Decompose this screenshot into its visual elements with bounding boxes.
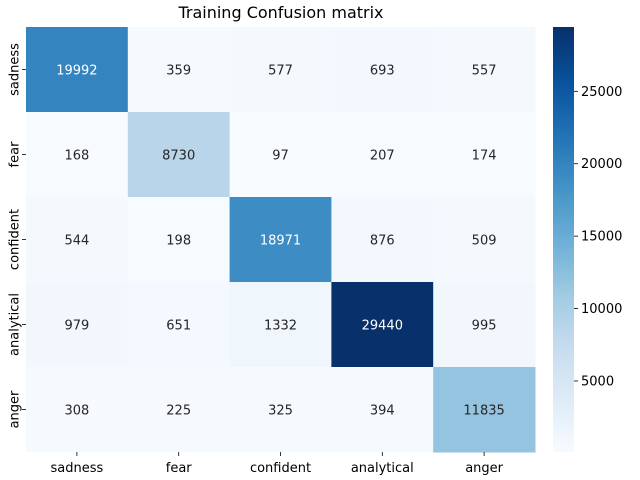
- cell-value-label: 29440: [362, 319, 403, 334]
- cell-value-label: 544: [64, 234, 89, 249]
- y-tick-label: fear: [8, 141, 23, 168]
- heatmap-cell: [26, 27, 129, 113]
- cell-value-label: 557: [472, 64, 497, 79]
- heatmap-cell: [331, 197, 434, 283]
- heatmap-cell: [433, 282, 536, 368]
- heatmap-cell: [433, 112, 536, 198]
- heatmap-cell: [26, 112, 129, 198]
- colorbar-gradient: [553, 27, 574, 452]
- y-tick-label: confident: [8, 209, 23, 270]
- heatmap-cell: [229, 282, 332, 368]
- cell-value-label: 174: [472, 149, 497, 164]
- heatmap-cell: [127, 27, 231, 113]
- y-axis: sadness fear confident analytical anger: [8, 43, 26, 428]
- colorbar-tick-label: 20000: [581, 157, 622, 172]
- heatmap-cell: [26, 282, 129, 368]
- cell-value-label: 394: [370, 404, 395, 419]
- x-tick-label: confident: [250, 461, 311, 476]
- cell-value-label: 651: [166, 319, 191, 334]
- x-tick-label: anger: [465, 461, 503, 476]
- cell-value-label: 18971: [260, 234, 301, 249]
- cell-value-label: 19992: [56, 64, 97, 79]
- heatmap-cell-labels: 19992 359 577 693 557 168 8730 97 207 174 544 198 18…: [56, 64, 505, 419]
- heatmap-cell: [229, 367, 332, 453]
- cell-value-label: 979: [64, 319, 89, 334]
- y-tick-label: analytical: [8, 293, 23, 356]
- heatmap-cell: [331, 112, 434, 198]
- heatmap-cell: [127, 282, 231, 368]
- heatmap-cell: [331, 27, 434, 113]
- chart-title: Training Confusion matrix: [177, 3, 383, 22]
- cell-value-label: 577: [268, 64, 293, 79]
- cell-value-label: 308: [64, 404, 89, 419]
- heatmap-cell: [127, 197, 231, 283]
- heatmap-cell: [127, 367, 231, 453]
- colorbar-tick-label: 15000: [581, 230, 622, 245]
- colorbar-tick-label: 10000: [581, 302, 622, 317]
- x-tick-label: analytical: [351, 461, 414, 476]
- cell-value-label: 97: [272, 149, 289, 164]
- cell-value-label: 876: [370, 234, 395, 249]
- cell-value-label: 509: [472, 234, 497, 249]
- colorbar-tick-label: 25000: [581, 85, 622, 100]
- x-axis: sadness fear confident analytical anger: [51, 452, 504, 476]
- x-tick-label: sadness: [51, 461, 104, 476]
- cell-value-label: 168: [64, 149, 89, 164]
- cell-value-label: 325: [268, 404, 293, 419]
- y-tick-label: anger: [8, 390, 23, 428]
- cell-value-label: 11835: [463, 404, 504, 419]
- heatmap-cell: [26, 197, 129, 283]
- heatmap-cell: [433, 367, 536, 453]
- x-tick-label: fear: [166, 461, 193, 476]
- cell-value-label: 995: [472, 319, 497, 334]
- y-tick-label: sadness: [8, 43, 23, 96]
- cell-value-label: 225: [166, 404, 191, 419]
- cell-value-label: 198: [166, 234, 191, 249]
- heatmap-cell: [433, 27, 536, 113]
- colorbar-tick-label: 5000: [581, 374, 614, 389]
- cell-value-label: 207: [370, 149, 395, 164]
- colorbar: 5000 10000 15000 20000 25000: [553, 27, 622, 452]
- cell-value-label: 8730: [162, 149, 195, 164]
- cell-value-label: 693: [370, 64, 395, 79]
- heatmap-cell: [26, 367, 129, 453]
- heatmap-cell: [433, 197, 536, 283]
- heatmap-cell: [127, 112, 231, 198]
- heatmap-cell: [331, 282, 434, 368]
- cell-value-label: 359: [166, 64, 191, 79]
- heatmap-cell: [229, 112, 332, 198]
- heatmap-cell: [229, 27, 332, 113]
- cell-value-label: 1332: [264, 319, 297, 334]
- heatmap-cells: [26, 27, 536, 453]
- heatmap-cell: [331, 367, 434, 453]
- heatmap-cell: [229, 197, 332, 283]
